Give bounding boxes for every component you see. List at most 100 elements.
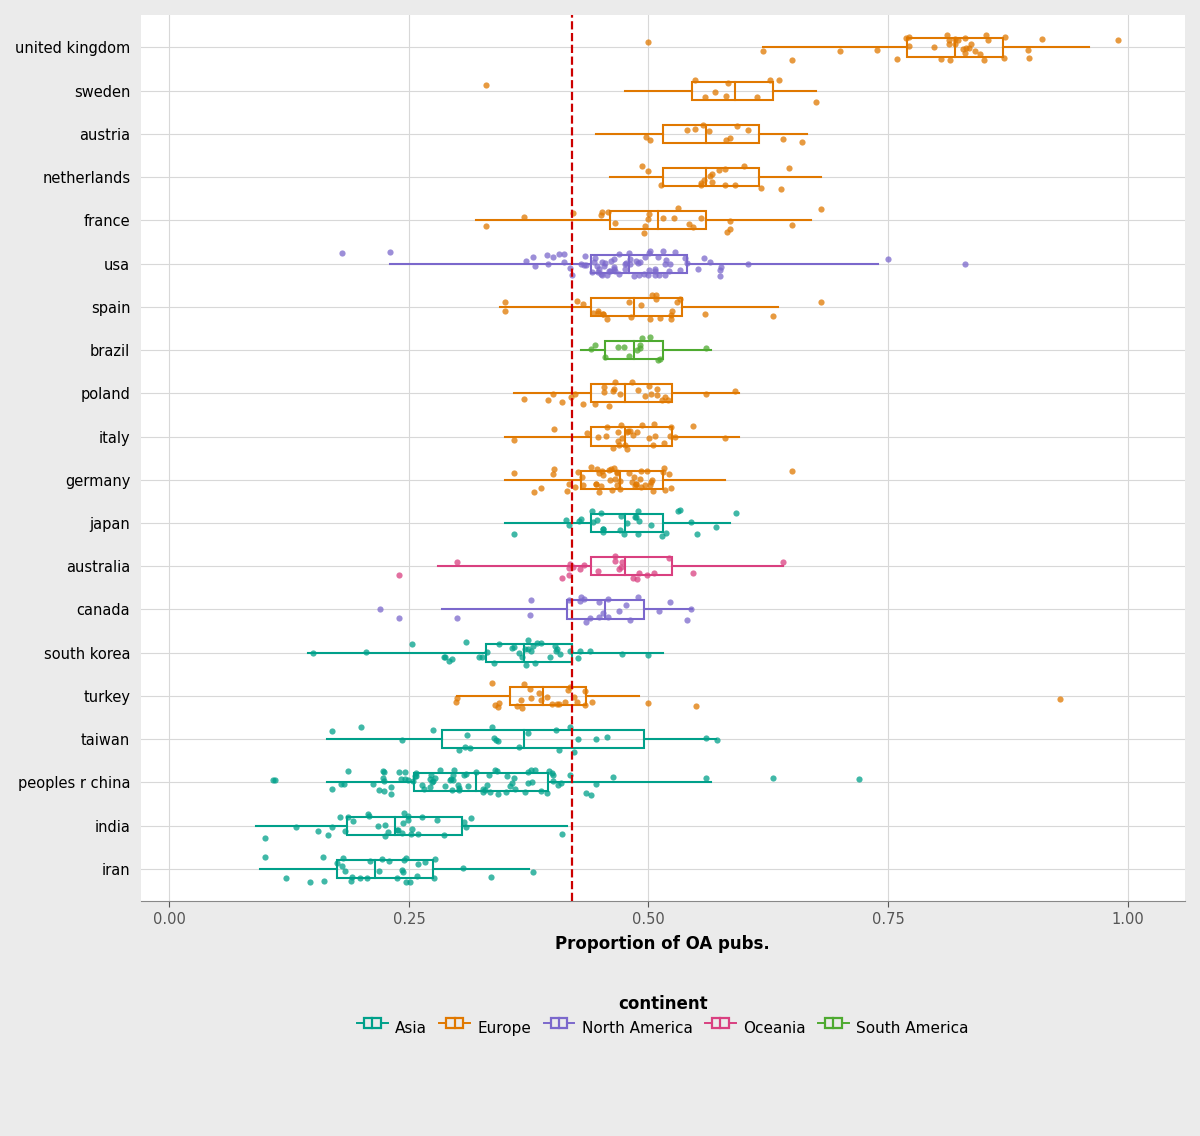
Point	[850, 770, 869, 788]
Point	[587, 257, 606, 275]
Point	[643, 436, 662, 454]
Point	[668, 502, 688, 520]
Point	[593, 467, 612, 485]
Point	[563, 266, 582, 284]
Point	[624, 569, 643, 587]
Point	[696, 385, 715, 403]
Point	[550, 741, 569, 759]
Point	[622, 474, 641, 492]
Point	[382, 785, 401, 803]
Point	[691, 176, 710, 194]
Point	[631, 461, 650, 479]
Point	[642, 471, 661, 490]
Point	[607, 463, 626, 482]
Point	[505, 780, 524, 799]
Point	[359, 805, 378, 824]
Point	[605, 250, 624, 268]
Point	[373, 769, 392, 787]
Point	[323, 722, 342, 741]
Point	[380, 243, 400, 261]
Point	[593, 252, 612, 270]
Point	[691, 174, 710, 192]
Point	[616, 595, 635, 613]
Point	[630, 340, 649, 358]
Point	[647, 290, 666, 308]
Point	[544, 384, 563, 402]
Point	[632, 416, 652, 434]
Point	[461, 738, 480, 757]
Point	[595, 257, 614, 275]
Point	[331, 775, 350, 793]
Point	[547, 695, 566, 713]
Point	[421, 766, 440, 784]
Point	[378, 824, 397, 842]
Point	[508, 696, 527, 715]
Point	[706, 83, 725, 101]
Point	[653, 527, 672, 545]
Point	[301, 872, 320, 891]
Point	[590, 463, 610, 482]
Point	[514, 676, 533, 694]
Point	[648, 379, 667, 398]
Point	[611, 558, 630, 576]
Point	[572, 468, 592, 486]
Point	[304, 644, 323, 662]
Point	[427, 811, 446, 829]
Point	[595, 348, 614, 366]
Point	[635, 387, 654, 406]
Point	[710, 261, 730, 279]
Point	[966, 42, 985, 60]
Point	[448, 553, 467, 571]
Point	[323, 818, 342, 836]
Point	[618, 440, 637, 458]
Point	[396, 872, 415, 891]
Bar	[907, 39, 1003, 57]
Point	[583, 304, 602, 323]
Point	[458, 777, 478, 795]
Point	[594, 524, 613, 542]
Point	[646, 260, 665, 278]
Point	[488, 733, 508, 751]
Point	[700, 122, 719, 140]
Point	[660, 261, 679, 279]
Point	[521, 592, 540, 610]
Point	[605, 373, 624, 391]
Point	[948, 31, 967, 49]
Point	[631, 335, 650, 353]
Point	[682, 600, 701, 618]
Point	[515, 208, 534, 226]
Point	[505, 525, 524, 543]
Point	[593, 266, 612, 284]
Point	[626, 341, 646, 359]
Point	[391, 770, 410, 788]
Point	[434, 826, 454, 844]
Point	[577, 424, 596, 442]
Bar	[605, 341, 662, 359]
Point	[1109, 31, 1128, 49]
Point	[878, 250, 898, 268]
Point	[782, 462, 802, 481]
Point	[547, 642, 566, 660]
Point	[422, 772, 442, 791]
Point	[570, 642, 589, 660]
Point	[666, 428, 685, 446]
Point	[931, 50, 950, 68]
Point	[640, 244, 659, 262]
Bar	[590, 384, 672, 402]
Point	[516, 657, 535, 675]
Point	[701, 167, 720, 185]
Point	[640, 377, 659, 395]
Point	[314, 847, 334, 866]
Point	[739, 254, 758, 273]
Point	[544, 465, 563, 483]
Point	[707, 730, 726, 749]
Point	[625, 477, 644, 495]
Point	[604, 260, 623, 278]
Point	[587, 475, 606, 493]
Point	[548, 694, 568, 712]
Point	[400, 872, 419, 891]
Point	[407, 763, 426, 782]
Point	[376, 827, 395, 845]
Point	[598, 203, 617, 222]
Point	[395, 770, 414, 788]
